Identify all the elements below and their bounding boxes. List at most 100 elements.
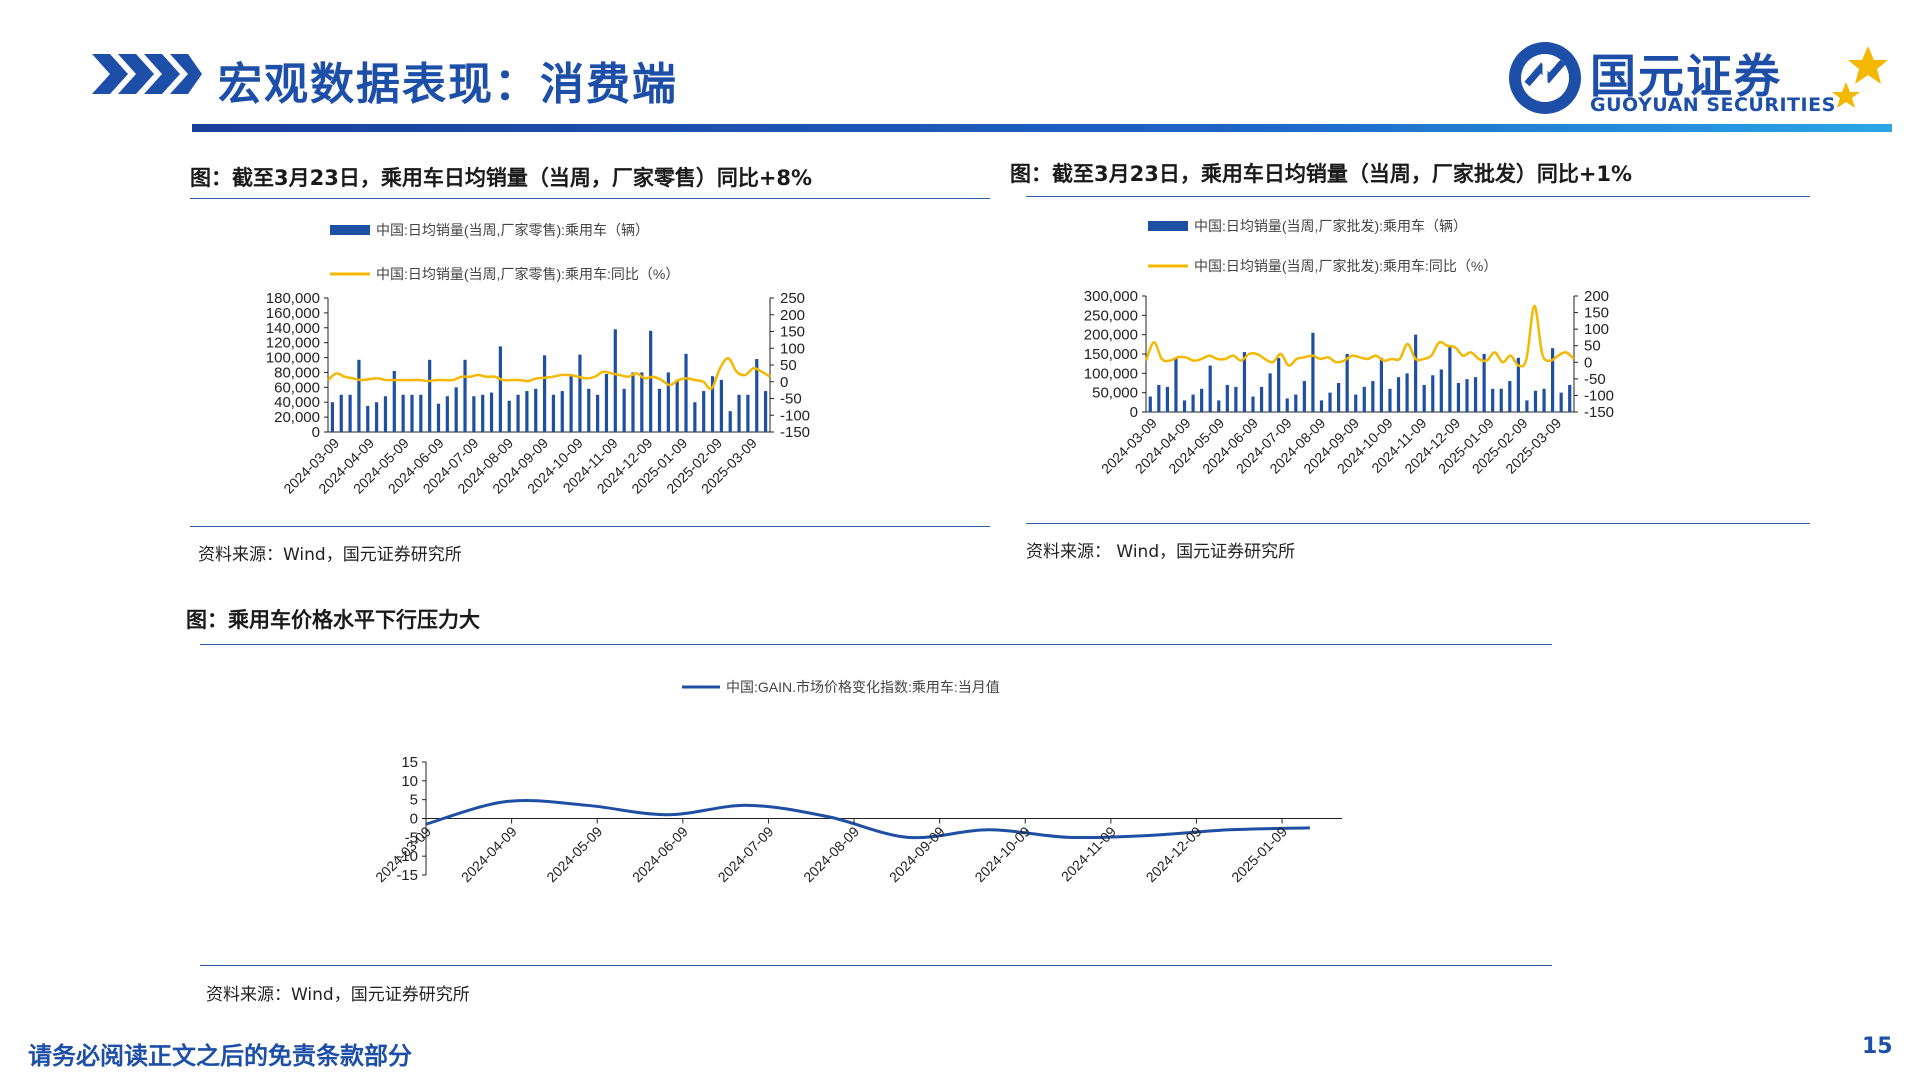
bar-mark [1491, 388, 1495, 412]
y-right-tick-label: 100 [780, 340, 805, 357]
legend-line-label: 中国:GAIN.市场价格变化指数:乘用车:当月值 [726, 679, 1000, 695]
bar-mark [1465, 379, 1469, 412]
bar-mark [1354, 394, 1358, 412]
bar-mark [357, 359, 361, 432]
bar-mark [569, 376, 573, 432]
x-tick-label: 2024-07-09 [715, 823, 777, 885]
legend-bar-swatch [330, 225, 370, 235]
bar-mark [1302, 381, 1306, 412]
chart-title-wholesale: 图：截至3月23日，乘用车日均销量（当周，厂家批发）同比+1% [1010, 162, 1633, 186]
y-right-tick-label: -50 [780, 391, 802, 408]
header-chevrons-icon [92, 52, 202, 100]
y-right-tick-label: 150 [1584, 305, 1609, 322]
bar-mark [542, 355, 547, 432]
y-right-tick-label: 50 [1584, 338, 1601, 355]
y-left-tick-label: 80,000 [274, 364, 320, 381]
company-logo: 国元证券 GUOYUAN SECURITIES [1500, 38, 1900, 118]
bar-mark [1200, 388, 1204, 412]
bar-mark [1234, 386, 1238, 412]
legend-bar-label: 中国:日均销量(当周,厂家批发):乘用车（辆） [1194, 218, 1467, 234]
y-tick-label: 5 [410, 792, 418, 809]
disclaimer-footer: 请务必阅读正文之后的免责条款部分 [28, 1041, 412, 1070]
bar-mark [454, 387, 458, 432]
bar-mark [1396, 377, 1401, 412]
y-left-tick-label: 150,000 [1084, 346, 1138, 363]
y-right-tick-label: 150 [780, 324, 805, 341]
y-left-tick-label: 0 [1130, 404, 1138, 421]
bar-mark [710, 376, 715, 432]
chart-bottom-rule-retail [190, 526, 990, 527]
bar-mark [1345, 354, 1349, 412]
bar-mark [1422, 384, 1426, 412]
bar-mark [728, 411, 732, 432]
source-note-wholesale: 资料来源： Wind，国元证券研究所 [1026, 542, 1296, 562]
bar-mark [1439, 369, 1443, 412]
y-right-tick-label: -100 [780, 407, 810, 424]
source-note-retail: 资料来源：Wind，国元证券研究所 [198, 545, 462, 565]
y-tick-label: 15 [401, 754, 418, 771]
x-tick-label: 2024-04-09 [458, 823, 520, 885]
y-right-tick-label: 200 [780, 307, 805, 324]
x-tick-label: 2024-10-09 [971, 823, 1033, 885]
bar-mark [1533, 390, 1538, 412]
bar-mark [1268, 373, 1272, 412]
bar-mark [631, 372, 635, 432]
bar-mark [657, 388, 662, 432]
page-title: 宏观数据表现：消费端 [218, 59, 678, 110]
bar-mark [1542, 388, 1546, 412]
y-right-tick-label: -100 [1584, 387, 1614, 404]
y-tick-label: 0 [410, 811, 418, 828]
bar-mark [1191, 394, 1195, 412]
y-right-tick-label: 100 [1584, 321, 1609, 338]
y-left-tick-label: 250,000 [1084, 307, 1138, 324]
y-left-tick-label: 140,000 [266, 320, 320, 337]
legend-bar-swatch [1148, 221, 1188, 231]
chart-title-rule-wholesale [1026, 196, 1810, 197]
y-left-tick-label: 160,000 [266, 305, 320, 322]
bar-mark [551, 394, 556, 432]
y-tick-label: -5 [405, 829, 418, 846]
bar-mark [1285, 398, 1289, 412]
bar-mark [472, 396, 476, 432]
bar-mark [1551, 348, 1555, 412]
bar-mark [1431, 375, 1435, 412]
bar-mark [348, 394, 352, 432]
y-right-tick-label: 0 [1584, 354, 1592, 371]
y-left-tick-label: 100,000 [266, 350, 320, 367]
bar-mark [525, 391, 529, 432]
y-right-tick-label: 50 [780, 357, 797, 374]
yoy-line [327, 357, 771, 391]
price-index-line [425, 799, 1310, 840]
yoy-line [1144, 304, 1575, 368]
y-left-tick-label: 300,000 [1084, 288, 1138, 305]
bar-mark [436, 403, 441, 432]
legend-line-label: 中国:日均销量(当周,厂家批发):乘用车:同比（%） [1194, 258, 1497, 274]
chart-bottom-rule-price [200, 965, 1552, 966]
y-tick-label: -15 [396, 867, 418, 884]
page-number: 15 [1862, 1034, 1893, 1059]
bar-mark [1388, 388, 1392, 412]
x-tick-label: 2024-11-09 [1058, 823, 1119, 884]
bar-mark [392, 370, 396, 432]
x-tick-label: 2024-08-09 [800, 823, 862, 885]
bar-mark [737, 394, 741, 432]
bar-mark [1337, 383, 1341, 412]
bar-mark [1371, 381, 1375, 412]
bar-mark [330, 402, 335, 432]
x-tick-label: 2025-01-09 [1228, 823, 1290, 885]
bar-mark [640, 372, 644, 432]
y-left-tick-label: 100,000 [1084, 365, 1138, 382]
y-left-tick-label: 60,000 [274, 379, 320, 396]
y-tick-label: -10 [396, 848, 418, 865]
bar-mark [1242, 352, 1247, 412]
chart-bottom-rule-wholesale [1026, 523, 1810, 524]
bar-mark [339, 394, 343, 432]
chart-title-rule-price [200, 644, 1552, 645]
bar-mark [1448, 346, 1452, 412]
bar-mark [428, 359, 432, 432]
bar-mark [1473, 377, 1478, 412]
legend-bar-label: 中国:日均销量(当周,厂家零售):乘用车（辆） [376, 222, 649, 238]
bar-mark [481, 394, 485, 432]
header-divider [192, 124, 1892, 132]
bar-mark [1157, 384, 1161, 412]
